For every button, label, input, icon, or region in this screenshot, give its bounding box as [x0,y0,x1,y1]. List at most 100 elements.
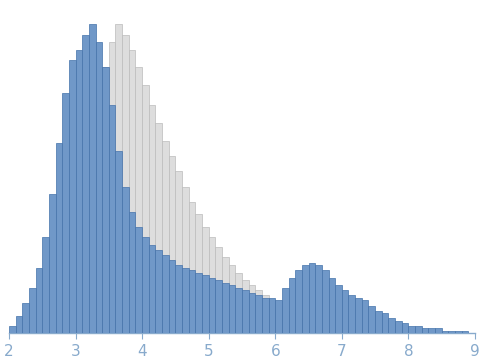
Bar [122,34,129,334]
Bar [95,42,102,334]
Bar [435,329,442,334]
Bar [36,268,42,334]
Bar [109,42,116,334]
Bar [49,194,56,334]
Bar [302,321,308,334]
Bar [155,250,162,334]
Bar [202,227,209,334]
Bar [408,326,415,334]
Bar [302,265,308,334]
Bar [42,237,49,334]
Bar [109,106,116,334]
Bar [76,50,82,334]
Bar [169,156,175,334]
Bar [196,273,202,334]
Bar [288,278,295,334]
Bar [196,215,202,334]
Bar [269,301,275,334]
Bar [275,306,282,334]
Bar [149,106,155,334]
Bar [235,288,242,334]
Bar [222,283,228,334]
Bar [169,260,175,334]
Bar [69,60,76,334]
Bar [242,290,249,334]
Bar [415,326,422,334]
Bar [368,306,375,334]
Bar [335,285,342,334]
Bar [116,151,122,334]
Bar [295,318,302,334]
Bar [228,265,235,334]
Bar [389,318,395,334]
Bar [209,278,215,334]
Bar [136,68,142,334]
Bar [182,268,189,334]
Bar [62,93,69,334]
Bar [255,295,262,334]
Bar [136,227,142,334]
Bar [395,321,402,334]
Bar [29,288,36,334]
Bar [9,326,15,334]
Bar [162,255,169,334]
Bar [129,50,136,334]
Bar [315,265,322,334]
Bar [308,262,315,334]
Bar [269,298,275,334]
Bar [175,171,182,334]
Bar [262,298,269,334]
Bar [209,237,215,334]
Bar [189,270,196,334]
Bar [329,278,335,334]
Bar [422,329,428,334]
Bar [142,237,149,334]
Bar [149,245,155,334]
Bar [255,290,262,334]
Bar [322,270,329,334]
Bar [56,143,62,334]
Bar [129,212,136,334]
Bar [122,187,129,334]
Bar [102,68,109,334]
Bar [348,295,355,334]
Bar [228,285,235,334]
Bar [295,270,302,334]
Bar [262,295,269,334]
Bar [242,280,249,334]
Bar [462,331,469,334]
Bar [215,247,222,334]
Bar [288,313,295,334]
Bar [95,106,102,334]
Bar [442,331,448,334]
Bar [235,273,242,334]
Bar [308,326,315,334]
Bar [342,290,348,334]
Bar [275,301,282,334]
Bar [428,329,435,334]
Bar [222,257,228,334]
Bar [355,298,362,334]
Bar [155,123,162,334]
Bar [282,311,288,334]
Bar [249,293,255,334]
Bar [15,316,22,334]
Bar [102,68,109,334]
Bar [382,313,389,334]
Bar [189,202,196,334]
Bar [215,280,222,334]
Bar [455,331,462,334]
Bar [202,275,209,334]
Bar [175,265,182,334]
Bar [162,141,169,334]
Bar [375,311,382,334]
Bar [448,331,455,334]
Bar [22,303,29,334]
Bar [142,85,149,334]
Bar [282,288,288,334]
Bar [402,323,408,334]
Bar [116,24,122,334]
Bar [362,301,368,334]
Bar [182,187,189,334]
Bar [89,24,95,334]
